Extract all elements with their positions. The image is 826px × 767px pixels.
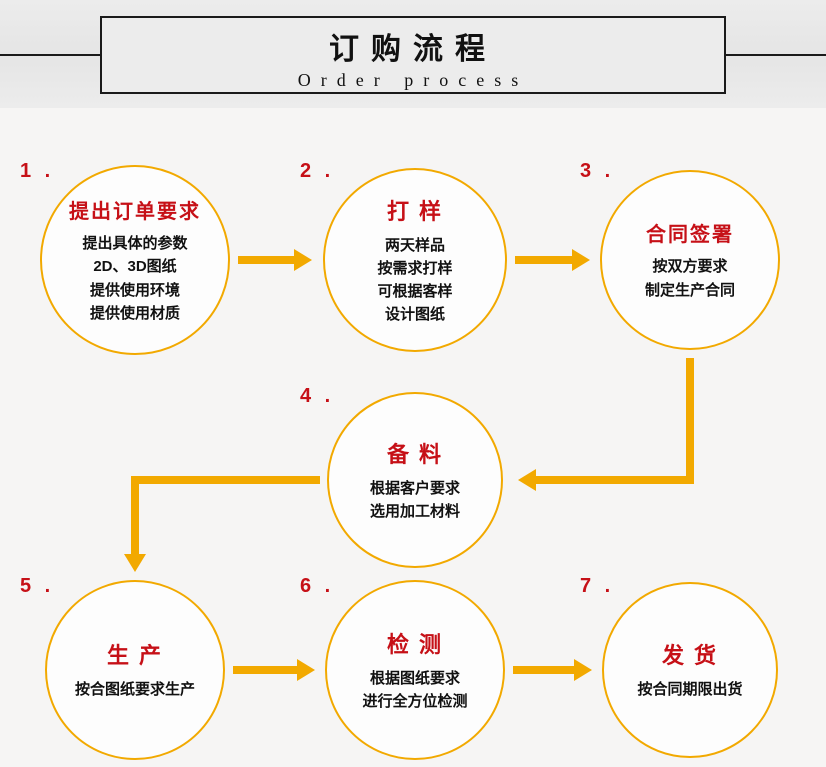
- node-6-line-0: 根据图纸要求: [370, 667, 460, 690]
- node-3-line-0: 按双方要求: [652, 255, 727, 278]
- node-title-6: 检 测: [387, 627, 443, 659]
- node-1-line-2: 提供使用环境: [90, 279, 180, 302]
- step-number-3: 3 .: [580, 160, 614, 183]
- node-4-line-1: 选用加工材料: [370, 500, 460, 523]
- step-number-2: 2 .: [300, 160, 334, 183]
- step-number-5: 5 .: [20, 575, 54, 598]
- title-cn: 订购流程: [102, 24, 724, 68]
- step-number-6: 6 .: [300, 575, 334, 598]
- node-5-line-0: 按合图纸要求生产: [75, 678, 195, 701]
- flow-node-4: 备 料根据客户要求选用加工材料: [327, 392, 503, 568]
- node-title-2: 打 样: [387, 194, 443, 226]
- node-title-4: 备 料: [387, 437, 443, 469]
- node-4-line-0: 根据客户要求: [370, 477, 460, 500]
- title-box: 订购流程 Order process: [100, 16, 726, 94]
- flow-node-1: 提出订单要求提出具体的参数2D、3D图纸提供使用环境提供使用材质: [40, 165, 230, 355]
- step-number-7: 7 .: [580, 575, 614, 598]
- node-3-line-1: 制定生产合同: [645, 279, 735, 302]
- node-title-3: 合同签署: [646, 218, 734, 247]
- flow-node-3: 合同签署按双方要求制定生产合同: [600, 170, 780, 350]
- flow-node-5: 生 产按合图纸要求生产: [45, 580, 225, 760]
- node-7-line-0: 按合同期限出货: [637, 678, 742, 701]
- step-number-1: 1 .: [20, 160, 54, 183]
- node-title-7: 发 货: [662, 638, 718, 670]
- step-number-4: 4 .: [300, 385, 334, 408]
- flow-node-6: 检 测根据图纸要求进行全方位检测: [325, 580, 505, 760]
- node-2-line-1: 按需求打样: [377, 257, 452, 280]
- node-2-line-2: 可根据客样: [377, 280, 452, 303]
- node-2-line-0: 两天样品: [385, 234, 445, 257]
- node-1-line-0: 提出具体的参数: [82, 232, 187, 255]
- title-en: Order process: [102, 70, 724, 91]
- node-6-line-1: 进行全方位检测: [362, 690, 467, 713]
- node-title-1: 提出订单要求: [69, 195, 201, 224]
- node-2-line-3: 设计图纸: [385, 303, 445, 326]
- flow-node-2: 打 样两天样品按需求打样可根据客样设计图纸: [323, 168, 507, 352]
- node-1-line-1: 2D、3D图纸: [93, 255, 176, 278]
- flow-node-7: 发 货按合同期限出货: [602, 582, 778, 758]
- node-1-line-3: 提供使用材质: [90, 302, 180, 325]
- node-title-5: 生 产: [107, 638, 163, 670]
